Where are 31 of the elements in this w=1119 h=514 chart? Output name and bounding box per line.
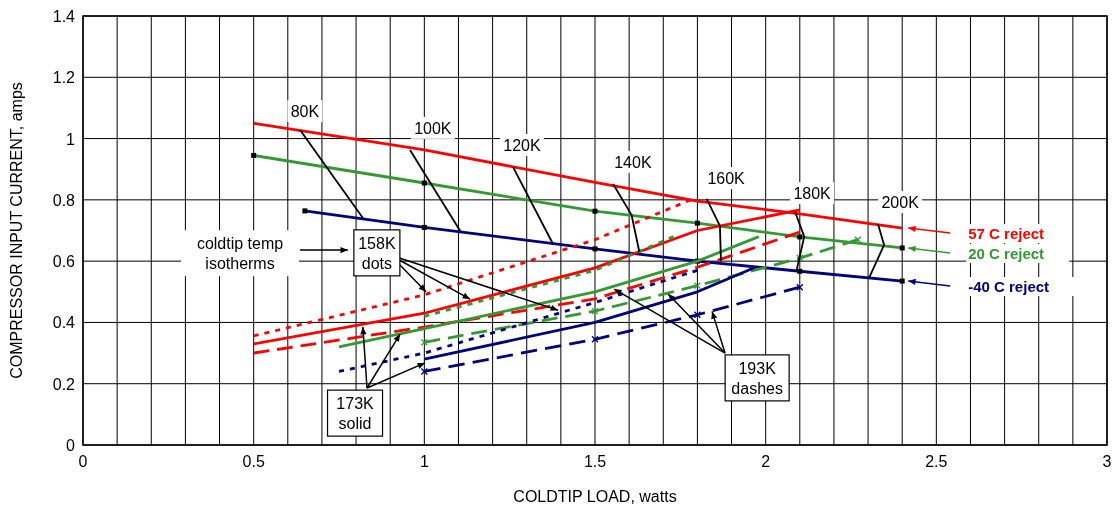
annotation: 100K	[414, 119, 452, 137]
x-tick-label: 2	[761, 453, 771, 470]
x-tick-label: 1.5	[583, 453, 607, 470]
x-tick-label: 1	[419, 453, 429, 470]
x-axis-title: COLDTIP LOAD, watts	[513, 488, 677, 505]
y-tick-label: 0.2	[52, 375, 76, 393]
annotation: 80K	[290, 102, 320, 120]
legend-label: 57 C reject	[968, 225, 1045, 243]
annotation: 193K dashes	[731, 359, 783, 397]
y-tick-label: 1	[66, 130, 76, 148]
y-tick-label: 0.4	[52, 314, 76, 332]
y-tick-label: 0.8	[52, 191, 76, 209]
annotation: 173K solid	[336, 395, 375, 433]
y-tick-label: 0.6	[52, 253, 76, 271]
annotation: 160K	[707, 170, 746, 188]
y-tick-label: 0	[66, 437, 76, 454]
x-tick-label: 3	[1102, 453, 1112, 470]
x-tick-label: 2.5	[925, 453, 948, 470]
y-axis-title: COMPRESSOR INPUT CURRENT, amps	[8, 82, 25, 379]
annotation: 140K	[614, 153, 652, 171]
y-tick-label: 1.2	[52, 69, 76, 87]
y-tick-label: 1.4	[52, 8, 76, 25]
annotation: coldtip temp isotherms	[196, 235, 284, 273]
legend-label: 20 C reject	[968, 244, 1045, 262]
x-tick-label: 0.5	[242, 453, 265, 470]
x-tick-label: 0	[78, 453, 88, 470]
annotation: 180K	[793, 185, 832, 203]
legend-label: -40 C reject	[968, 278, 1050, 296]
annotation: 158K dots	[358, 234, 396, 272]
annotation: 200K	[881, 194, 920, 211]
annotation: 120K	[503, 137, 541, 155]
